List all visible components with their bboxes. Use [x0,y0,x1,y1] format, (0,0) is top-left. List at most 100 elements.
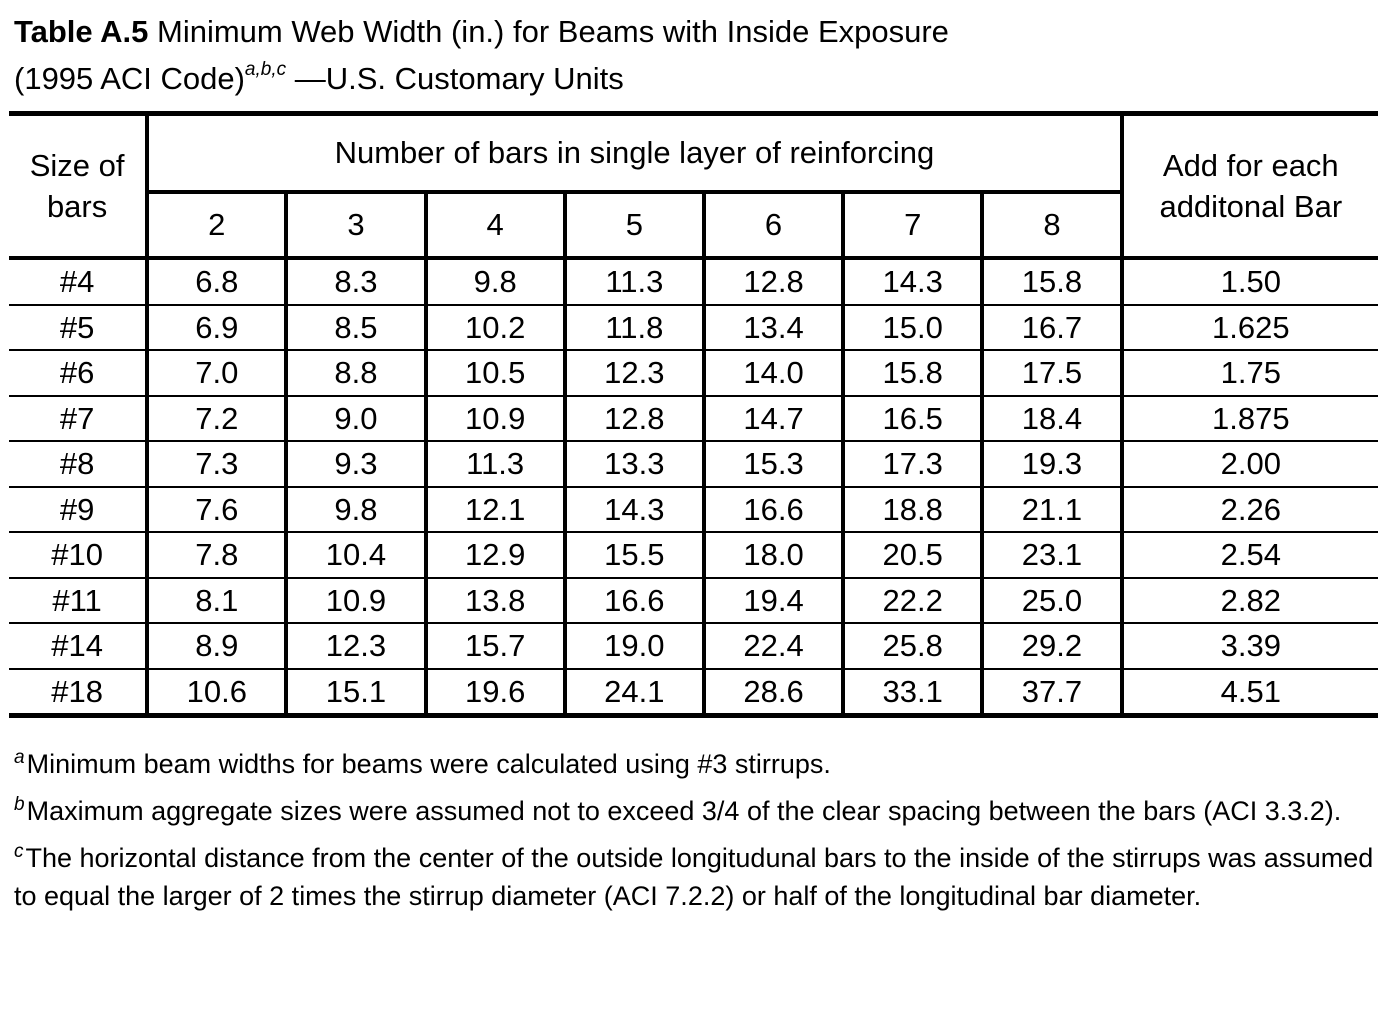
min-width-cell: 6.8 [147,258,289,306]
min-width-cell: 15.5 [564,532,706,579]
min-width-cell: 10.5 [425,350,567,397]
bar-size-cell: #6 [9,350,150,397]
min-width-cell: 23.1 [982,532,1124,579]
min-width-cell: 6.9 [147,304,289,351]
min-width-cell: 12.3 [286,623,428,670]
bar-count-header-6: 6 [703,192,846,260]
bar-size-cell: #7 [9,395,150,442]
table-row: #6 7.0 8.8 10.5 12.3 14.0 15.8 17.5 1.75 [9,350,1378,397]
footnotes: aMinimum beam widths for beams were calc… [14,745,1376,915]
min-width-cell: 8.8 [286,350,428,397]
min-width-cell: 20.5 [843,532,985,579]
min-width-cell: 15.1 [286,668,428,718]
bar-count-header-2: 2 [147,192,289,260]
footnote-a: aMinimum beam widths for beams were calc… [14,745,1376,783]
footnote-b: bMaximum aggregate sizes were assumed no… [14,792,1376,830]
caption-title-line-2-end: —U.S. Customary Units [294,61,624,96]
table-row: #7 7.2 9.0 10.9 12.8 14.7 16.5 18.4 1.875 [9,395,1378,442]
table-body: #4 6.8 8.3 9.8 11.3 12.8 14.3 15.8 1.50 #5 6.9 8.5 1… [9,258,1378,718]
table-row: #18 10.6 15.1 19.6 24.1 28.6 33.1 37.7 4.51 [9,668,1378,718]
table-header: Size of bars Number of bars in single la… [9,111,1378,260]
footnote-text: Minimum beam widths for beams were calcu… [26,749,831,779]
min-width-cell: 19.4 [703,577,846,624]
caption-footnote-markers: a,b,c [244,59,287,80]
footnote-marker: c [14,841,24,862]
min-width-cell: 17.3 [843,441,985,488]
min-width-cell: 29.2 [982,623,1124,670]
min-width-cell: 14.0 [703,350,846,397]
min-width-cell: 21.1 [982,486,1124,533]
min-width-cell: 14.7 [703,395,846,442]
caption-line-1: Table A.5 Minimum Web Width (in.) for Be… [14,8,949,55]
min-width-cell: 7.0 [147,350,289,397]
min-width-cell: 7.3 [147,441,289,488]
min-width-cell: 10.9 [425,395,567,442]
additional-bar-cell: 2.82 [1121,577,1378,624]
footnote-marker: a [14,747,25,768]
min-width-cell: 12.3 [564,350,706,397]
additional-bar-cell: 2.26 [1121,486,1378,533]
min-width-cell: 11.8 [564,304,706,351]
min-width-cell: 9.8 [425,258,567,306]
min-width-cell: 19.6 [425,668,567,718]
bar-size-cell: #4 [9,258,150,306]
table-row: #9 7.6 9.8 12.1 14.3 16.6 18.8 21.1 2.26 [9,486,1378,533]
add-header-line-1: Add for each [1162,148,1339,183]
table-row: #10 7.8 10.4 12.9 15.5 18.0 20.5 23.1 2.54 [9,532,1378,579]
min-width-cell: 8.3 [286,258,428,306]
min-width-cell: 24.1 [564,668,706,718]
min-width-cell: 13.4 [703,304,846,351]
bar-size-cell: #5 [9,304,150,351]
min-width-cell: 7.8 [147,532,289,579]
size-header-line-2: bars [46,189,108,224]
min-width-cell: 15.8 [982,258,1124,306]
min-width-cell: 11.3 [425,441,567,488]
min-width-cell: 12.8 [564,395,706,442]
additional-bar-cell: 2.54 [1121,532,1378,579]
additional-bar-cell: 1.625 [1121,304,1378,351]
size-of-bars-header: Size of bars [9,111,150,260]
bar-count-header-3: 3 [286,192,428,260]
min-width-cell: 18.0 [703,532,846,579]
min-width-cell: 13.8 [425,577,567,624]
min-width-cell: 14.3 [564,486,706,533]
footnote-text: The horizontal distance from the center … [14,843,1374,911]
min-width-cell: 10.9 [286,577,428,624]
min-width-cell: 17.5 [982,350,1124,397]
caption-title-line-2-start: (1995 ACI Code) [14,61,245,96]
min-width-cell: 9.3 [286,441,428,488]
table-row: #8 7.3 9.3 11.3 13.3 15.3 17.3 19.3 2.00 [9,441,1378,488]
min-width-cell: 15.8 [843,350,985,397]
min-web-width-table: Size of bars Number of bars in single la… [9,111,1378,718]
min-width-cell: 8.9 [147,623,289,670]
min-width-cell: 16.5 [843,395,985,442]
bar-size-cell: #18 [9,668,150,718]
bar-size-cell: #10 [9,532,150,579]
additional-bar-cell: 1.50 [1121,258,1378,306]
min-width-cell: 25.8 [843,623,985,670]
min-width-cell: 11.3 [564,258,706,306]
caption-title-line-1: Minimum Web Width (in.) for Beams with I… [157,14,949,49]
table-row: #11 8.1 10.9 13.8 16.6 19.4 22.2 25.0 2.82 [9,577,1378,624]
min-width-cell: 12.8 [703,258,846,306]
table-row: #4 6.8 8.3 9.8 11.3 12.8 14.3 15.8 1.50 [9,258,1378,306]
min-width-cell: 22.2 [843,577,985,624]
min-width-cell: 15.3 [703,441,846,488]
footnote-marker: b [14,794,25,815]
min-width-cell: 18.8 [843,486,985,533]
min-width-cell: 10.2 [425,304,567,351]
min-width-cell: 33.1 [843,668,985,718]
bar-count-header-5: 5 [564,192,706,260]
caption-line-2: (1995 ACI Code)a,b,c —U.S. Customary Uni… [14,55,949,102]
footnote-text: Maximum aggregate sizes were assumed not… [26,796,1342,826]
min-width-cell: 25.0 [982,577,1124,624]
table-label: Table A.5 [14,14,149,49]
min-width-cell: 16.7 [982,304,1124,351]
bar-count-header-8: 8 [982,192,1122,260]
bar-size-cell: #14 [9,623,150,670]
min-width-cell: 16.6 [564,577,706,624]
min-width-cell: 8.5 [286,304,428,351]
min-width-cell: 7.6 [147,486,289,533]
additional-bar-cell: 2.00 [1121,441,1378,488]
